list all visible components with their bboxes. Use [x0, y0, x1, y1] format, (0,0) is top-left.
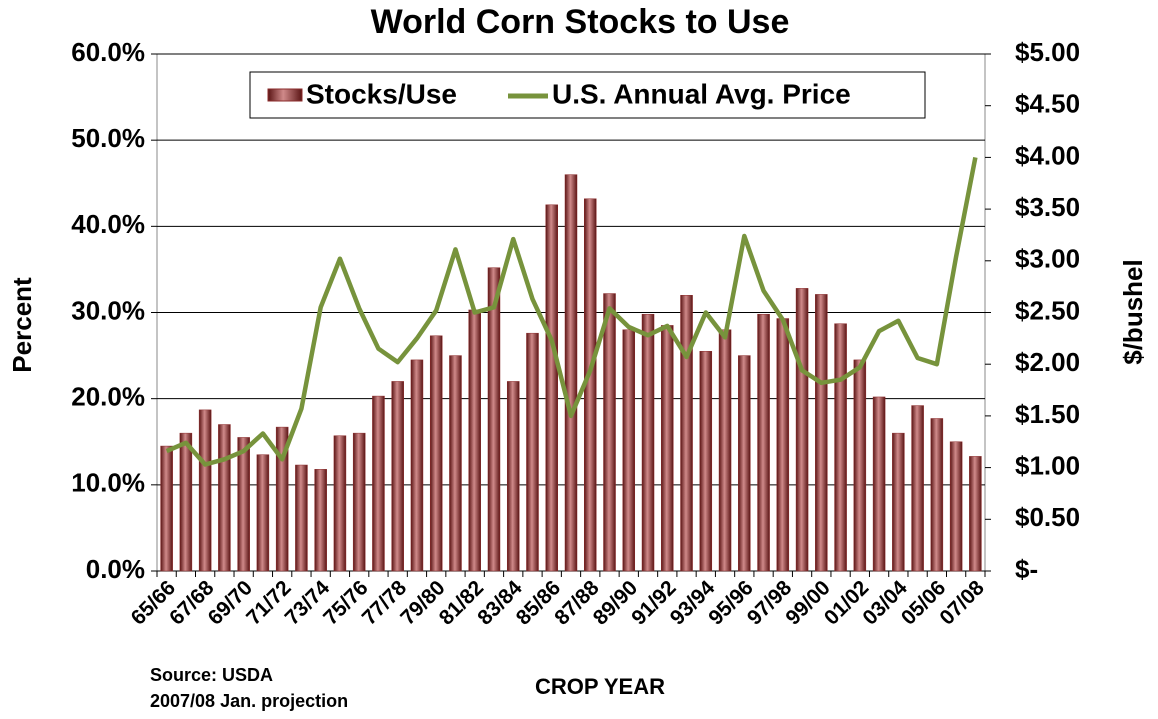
bar [333, 435, 347, 572]
bar [564, 174, 578, 572]
bar [391, 381, 404, 572]
bar [372, 395, 385, 572]
bar [218, 424, 231, 572]
bar [641, 313, 655, 572]
legend-swatch [267, 88, 303, 102]
bar [661, 325, 674, 572]
y2-axis-title: $/bushel [1118, 259, 1148, 364]
bar [506, 381, 520, 572]
legend-label: Stocks/Use [306, 78, 457, 109]
y-tick-label: 0.0% [86, 554, 145, 584]
y2-tick-label: $3.00 [1015, 244, 1080, 274]
bar [757, 313, 770, 572]
y2-tick-label: $0.50 [1015, 502, 1080, 532]
legend-label: U.S. Annual Avg. Price [552, 78, 851, 109]
bar [815, 294, 828, 572]
x-axis-title: CROP YEAR [535, 674, 665, 699]
y-tick-label: 20.0% [71, 382, 145, 412]
y2-tick-label: $1.50 [1015, 399, 1080, 429]
bar [834, 323, 847, 572]
y2-tick-label: $3.50 [1015, 192, 1080, 222]
bar [699, 351, 713, 572]
bar [545, 204, 558, 572]
bar [275, 426, 289, 572]
bar [892, 432, 905, 572]
y-tick-label: 60.0% [71, 37, 145, 67]
bar [410, 359, 424, 572]
y2-tick-label: $2.00 [1015, 347, 1080, 377]
y-tick-label: 50.0% [71, 123, 145, 153]
chart-title: World Corn Stocks to Use [371, 3, 790, 41]
bar [622, 329, 636, 572]
bar [718, 329, 732, 572]
bar [872, 396, 886, 572]
bar [930, 418, 944, 572]
bar [468, 309, 481, 572]
y-axis-title: Percent [7, 277, 37, 373]
bar [256, 454, 270, 572]
y2-tick-label: $5.00 [1015, 37, 1080, 67]
y2-tick-label: $4.00 [1015, 140, 1080, 170]
y2-tick-label: $- [1015, 554, 1038, 584]
y2-tick-label: $2.50 [1015, 295, 1080, 325]
bar [776, 318, 790, 572]
y2-tick-label: $4.50 [1015, 89, 1080, 119]
source-note: Source: USDA [150, 665, 273, 685]
bar [429, 335, 443, 572]
bar [314, 469, 327, 572]
bar [526, 332, 539, 572]
y2-tick-label: $1.00 [1015, 450, 1080, 480]
y-tick-label: 40.0% [71, 209, 145, 239]
bar [853, 359, 867, 572]
bar [603, 293, 616, 572]
source-note: 2007/08 Jan. projection [150, 691, 348, 711]
bar [949, 441, 963, 572]
bar [911, 405, 924, 572]
bar [198, 409, 212, 572]
y-tick-label: 30.0% [71, 295, 145, 325]
bar [449, 355, 462, 572]
bar [237, 437, 250, 572]
bar [179, 432, 193, 572]
price-line [165, 156, 978, 467]
bar [295, 464, 308, 572]
legend-box [249, 71, 926, 119]
bar [680, 295, 693, 572]
bar [969, 456, 982, 572]
y-tick-label: 10.0% [71, 468, 145, 498]
bar [795, 288, 809, 572]
bar [160, 445, 173, 572]
bar [738, 355, 751, 572]
bar [487, 267, 501, 572]
bar [352, 432, 366, 572]
x-tick-label: 07/08 [935, 576, 989, 630]
